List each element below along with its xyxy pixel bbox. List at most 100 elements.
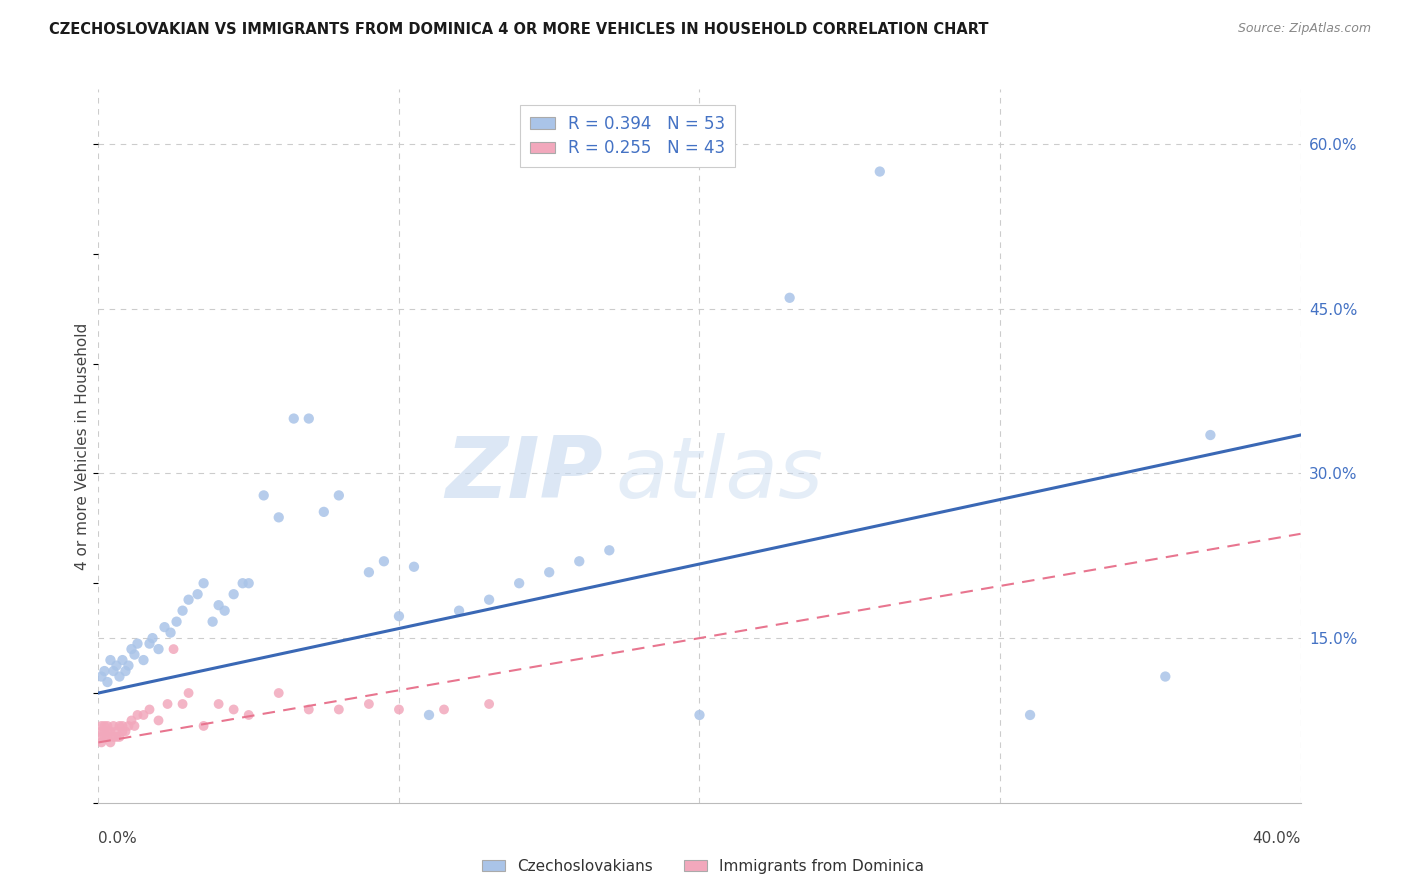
Point xyxy=(238,708,260,723)
Text: ZIP: ZIP xyxy=(446,433,603,516)
Text: CZECHOSLOVAKIAN VS IMMIGRANTS FROM DOMINICA 4 OR MORE VEHICLES IN HOUSEHOLD CORR: CZECHOSLOVAKIAN VS IMMIGRANTS FROM DOMIN… xyxy=(49,22,988,37)
Point xyxy=(138,637,160,651)
Point xyxy=(568,554,591,568)
Point xyxy=(172,604,194,618)
Point xyxy=(357,566,380,580)
Point xyxy=(90,735,112,749)
Point xyxy=(96,724,118,739)
Point xyxy=(328,488,350,502)
Point xyxy=(508,576,530,591)
Point xyxy=(447,604,470,618)
Point xyxy=(222,702,245,716)
Point xyxy=(153,620,176,634)
Point xyxy=(111,653,134,667)
Point xyxy=(111,724,134,739)
Point xyxy=(93,719,115,733)
Point xyxy=(114,664,136,678)
Point xyxy=(201,615,224,629)
Point xyxy=(121,642,143,657)
Point xyxy=(312,505,335,519)
Point xyxy=(1019,708,1042,723)
Point xyxy=(388,702,411,716)
Point xyxy=(172,697,194,711)
Point xyxy=(208,598,231,612)
Point xyxy=(148,642,170,657)
Legend: R = 0.394   N = 53, R = 0.255   N = 43: R = 0.394 N = 53, R = 0.255 N = 43 xyxy=(520,104,735,168)
Point xyxy=(127,708,149,723)
Point xyxy=(117,719,139,733)
Point xyxy=(357,697,380,711)
Point xyxy=(166,615,188,629)
Point xyxy=(298,411,321,425)
Legend: Czechoslovakians, Immigrants from Dominica: Czechoslovakians, Immigrants from Domini… xyxy=(477,853,929,880)
Point xyxy=(238,576,260,591)
Text: 40.0%: 40.0% xyxy=(1253,831,1301,847)
Point xyxy=(108,719,131,733)
Point xyxy=(105,730,128,744)
Point xyxy=(159,625,181,640)
Point xyxy=(1199,428,1222,442)
Text: 0.0%: 0.0% xyxy=(98,831,138,847)
Point xyxy=(132,653,155,667)
Point xyxy=(177,592,200,607)
Point xyxy=(90,669,112,683)
Point xyxy=(478,592,501,607)
Point xyxy=(124,648,146,662)
Point xyxy=(127,637,149,651)
Point xyxy=(1154,669,1177,683)
Point xyxy=(779,291,801,305)
Point xyxy=(96,730,118,744)
Point xyxy=(93,664,115,678)
Point xyxy=(105,724,128,739)
Point xyxy=(869,164,891,178)
Point xyxy=(90,724,112,739)
Point xyxy=(90,730,112,744)
Point xyxy=(208,697,231,711)
Point xyxy=(93,730,115,744)
Point xyxy=(141,631,163,645)
Y-axis label: 4 or more Vehicles in Household: 4 or more Vehicles in Household xyxy=(75,322,90,570)
Point xyxy=(121,714,143,728)
Point xyxy=(132,708,155,723)
Point xyxy=(162,642,184,657)
Point xyxy=(90,719,112,733)
Point xyxy=(267,510,290,524)
Point xyxy=(108,730,131,744)
Point xyxy=(100,653,122,667)
Text: Source: ZipAtlas.com: Source: ZipAtlas.com xyxy=(1237,22,1371,36)
Point xyxy=(402,559,425,574)
Point xyxy=(96,675,118,690)
Point xyxy=(598,543,620,558)
Point xyxy=(193,576,215,591)
Point xyxy=(373,554,395,568)
Point xyxy=(103,664,125,678)
Point xyxy=(193,719,215,733)
Point xyxy=(103,730,125,744)
Point xyxy=(105,658,128,673)
Point xyxy=(93,724,115,739)
Point xyxy=(418,708,440,723)
Point xyxy=(214,604,236,618)
Point xyxy=(388,609,411,624)
Point xyxy=(298,702,321,716)
Point xyxy=(148,714,170,728)
Point xyxy=(124,719,146,733)
Point xyxy=(100,735,122,749)
Point xyxy=(253,488,276,502)
Point xyxy=(267,686,290,700)
Point xyxy=(96,719,118,733)
Point xyxy=(187,587,209,601)
Point xyxy=(478,697,501,711)
Point xyxy=(689,708,711,723)
Point xyxy=(156,697,179,711)
Point xyxy=(114,724,136,739)
Point xyxy=(232,576,254,591)
Point xyxy=(328,702,350,716)
Point xyxy=(108,669,131,683)
Point xyxy=(538,566,561,580)
Point xyxy=(100,724,122,739)
Point xyxy=(138,702,160,716)
Point xyxy=(433,702,456,716)
Point xyxy=(117,658,139,673)
Point xyxy=(222,587,245,601)
